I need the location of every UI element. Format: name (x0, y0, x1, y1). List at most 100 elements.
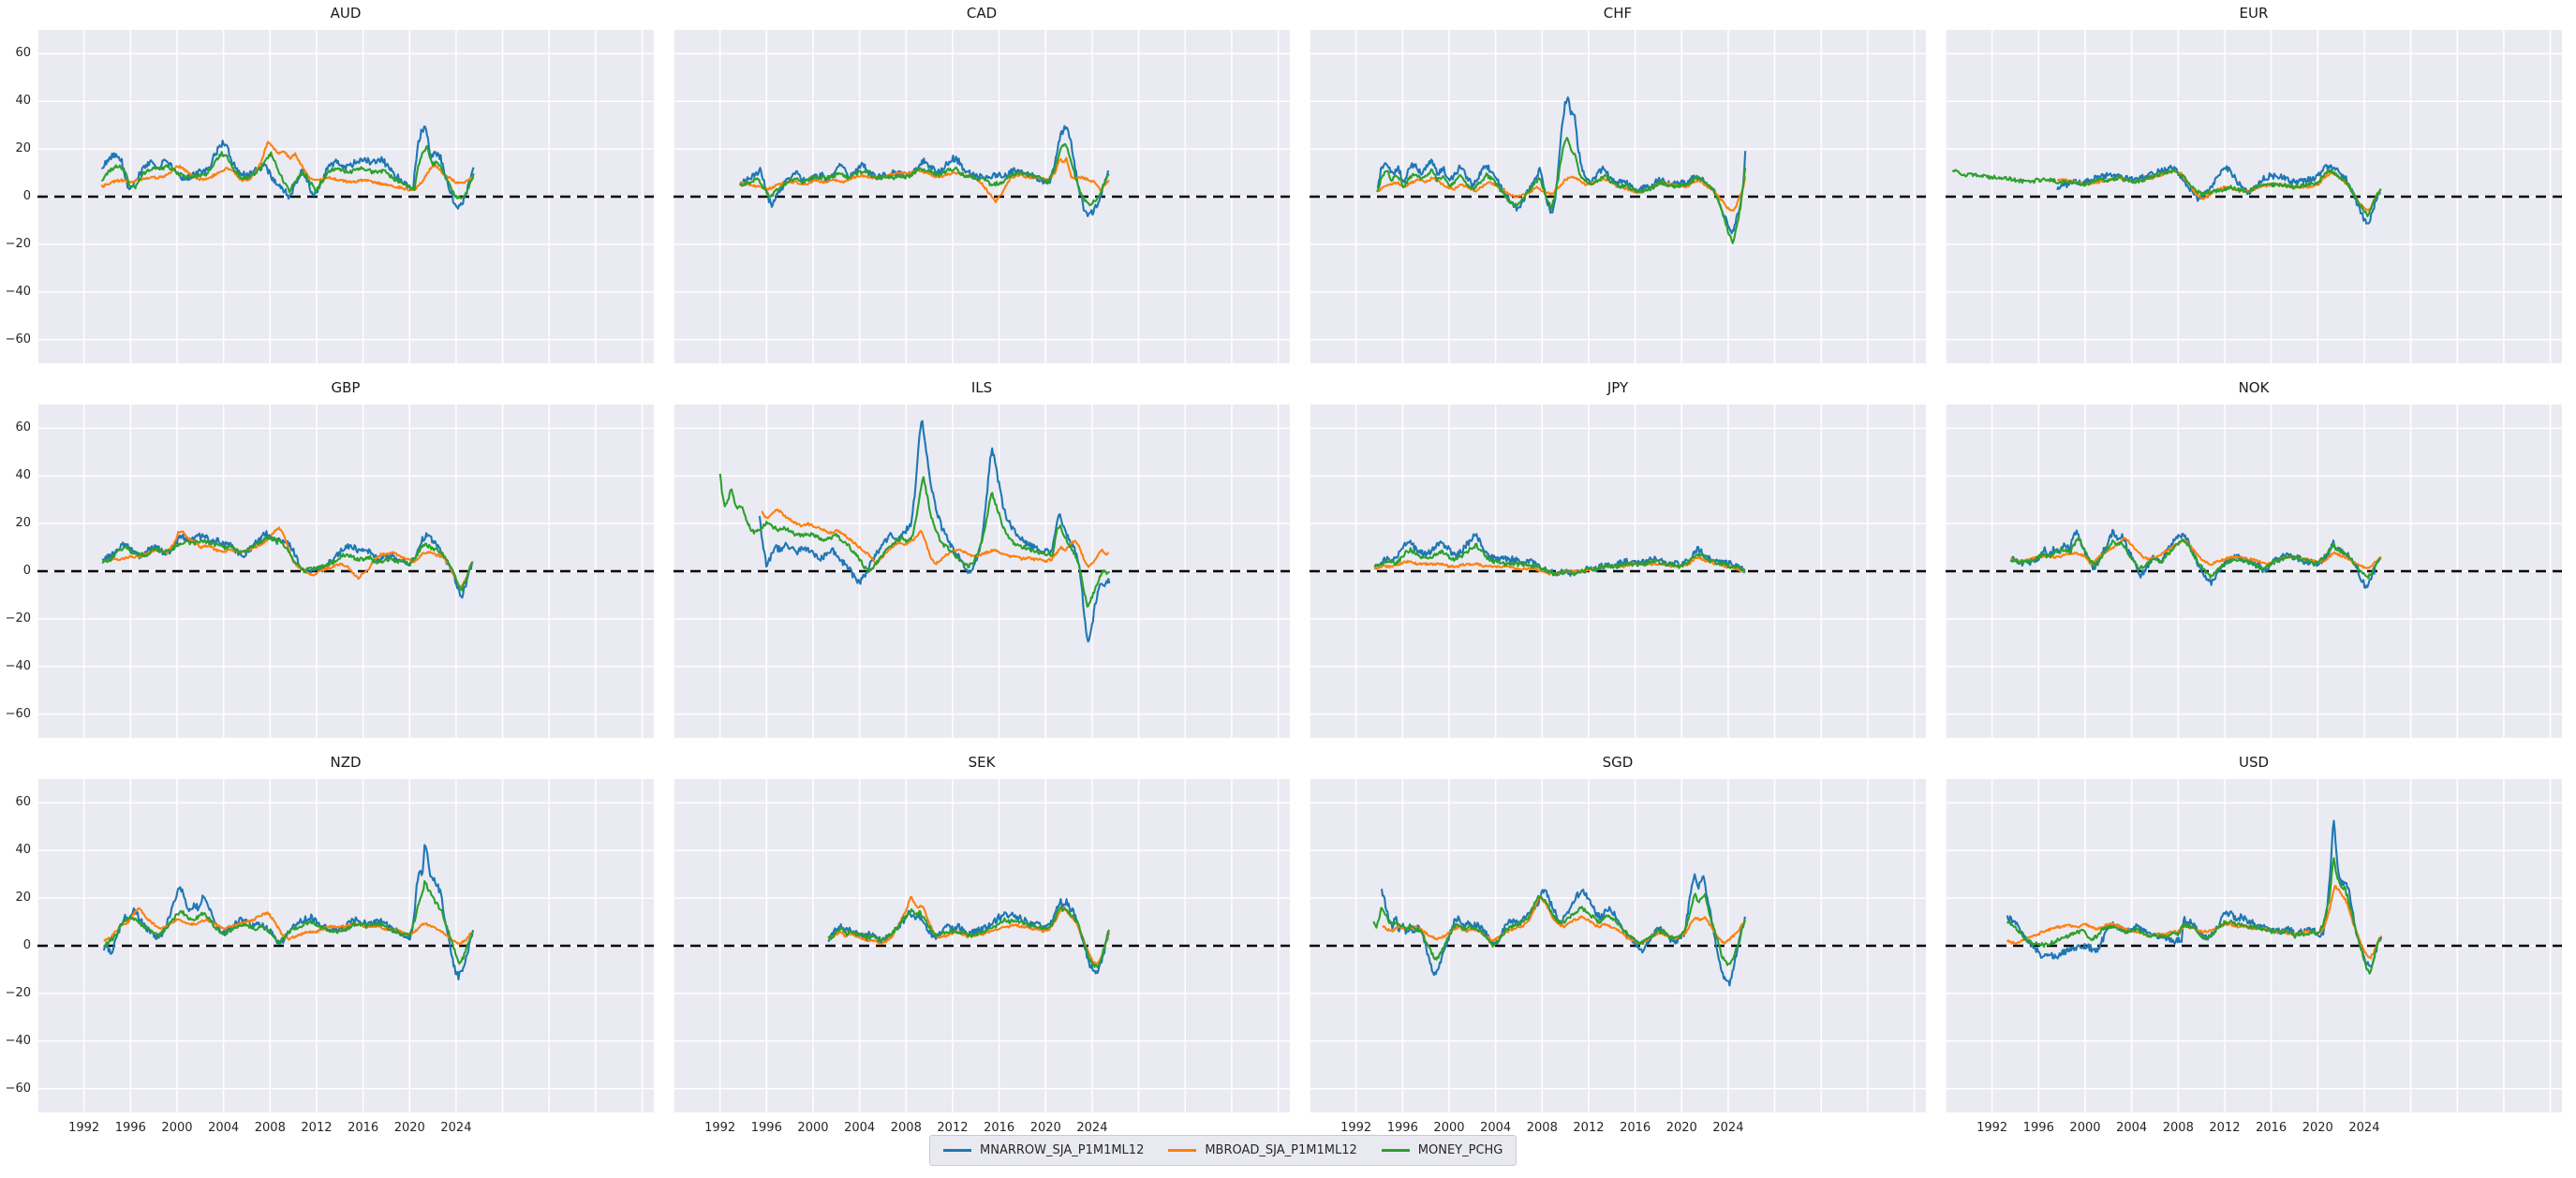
chart-panel-NOK (1946, 405, 2562, 738)
plot-area (674, 30, 1290, 363)
series-line-MNARROW_SJA_P1M1ML12 (2006, 819, 2383, 968)
panel-title: JPY (1606, 379, 1629, 396)
x-tick-label: 1992 (68, 1121, 100, 1135)
series-line-MONEY_PCHG (827, 906, 1111, 969)
chart-panel-SGD (1310, 779, 1926, 1112)
y-tick-label: 0 (22, 189, 31, 203)
series-line-MNARROW_SJA_P1M1ML12 (1380, 873, 1746, 987)
y-tick-label: 20 (15, 891, 31, 906)
y-tick-label: 20 (15, 141, 31, 156)
chart-panel-SEK (674, 779, 1290, 1112)
series-line-MONEY_PCHG (718, 473, 1111, 608)
chart-panel-CAD (674, 30, 1290, 363)
panel-title: ILS (970, 379, 993, 396)
plot-area (1310, 405, 1926, 738)
y-tick-label: −60 (5, 1081, 31, 1096)
panel-title: EUR (2239, 5, 2269, 22)
x-tick-label: 2020 (1666, 1121, 1697, 1135)
series-line-MONEY_PCHG (1376, 137, 1747, 244)
panel-title: NZD (330, 754, 362, 771)
x-tick-label: 1992 (1976, 1121, 2008, 1135)
y-tick-label: 40 (15, 94, 31, 109)
series-line-MONEY_PCHG (1372, 892, 1747, 966)
y-tick-label: −20 (5, 611, 31, 626)
series-line-MONEY_PCHG (101, 144, 475, 199)
y-tick-label: −40 (5, 658, 31, 673)
series-line-MONEY_PCHG (102, 879, 474, 965)
x-tick-label: 1996 (2022, 1121, 2054, 1135)
chart-panel-JPY (1310, 405, 1926, 738)
plot-area (37, 779, 654, 1112)
series-line-MONEY_PCHG (101, 535, 474, 592)
series-line-MNARROW_SJA_P1M1ML12 (1373, 533, 1746, 577)
x-tick-label: 2012 (301, 1121, 333, 1135)
x-tick-label: 2000 (2069, 1121, 2101, 1135)
x-tick-label: 2004 (208, 1121, 240, 1135)
series-line-MNARROW_SJA_P1M1ML12 (2056, 164, 2381, 225)
series-line-MBROAD_SJA_P1M1ML12 (2006, 885, 2383, 960)
x-tick-label: 2012 (2209, 1121, 2241, 1135)
series-line-MONEY_PCHG (738, 142, 1110, 207)
x-tick-label: 2020 (393, 1121, 425, 1135)
series-line-MBROAD_SJA_P1M1ML12 (103, 906, 474, 946)
x-tick-label: 2020 (2302, 1121, 2333, 1135)
y-tick-label: 40 (15, 468, 31, 483)
x-tick-label: 2008 (2162, 1121, 2194, 1135)
chart-panel-CHF (1310, 30, 1926, 363)
x-tick-label: 2012 (1573, 1121, 1605, 1135)
plot-area (674, 779, 1290, 1112)
legend-label: MNARROW_SJA_P1M1ML12 (980, 1143, 1145, 1157)
x-tick-label: 2016 (2256, 1121, 2287, 1135)
y-tick-label: 0 (22, 564, 31, 578)
x-tick-label: 2020 (1029, 1121, 1061, 1135)
panel-title: CHF (1603, 5, 1633, 22)
series-line-MONEY_PCHG (1951, 168, 2382, 217)
panel-title: SEK (968, 754, 996, 771)
plot-area (1310, 779, 1926, 1112)
series-line-MNARROW_SJA_P1M1ML12 (1376, 96, 1747, 235)
x-tick-label: 2012 (937, 1121, 969, 1135)
series-line-MNARROW_SJA_P1M1ML12 (101, 530, 474, 599)
line-swatch-green-icon (1381, 1149, 1410, 1152)
legend: MNARROW_SJA_P1M1ML12 MBROAD_SJA_P1M1ML12… (929, 1135, 1517, 1166)
x-tick-label: 1996 (750, 1121, 782, 1135)
legend-item: MBROAD_SJA_P1M1ML12 (1168, 1143, 1357, 1157)
chart-panel-ILS (674, 405, 1290, 738)
series-line-MONEY_PCHG (2010, 537, 2382, 580)
x-tick-label: 2016 (348, 1121, 379, 1135)
x-tick-label: 2000 (797, 1121, 829, 1135)
chart-panel-EUR (1946, 30, 2562, 363)
panel-title: USD (2238, 754, 2270, 771)
y-tick-label: −40 (5, 1033, 31, 1048)
y-tick-label: 60 (15, 46, 31, 61)
legend-label: MBROAD_SJA_P1M1ML12 (1205, 1143, 1357, 1157)
panel-title: GBP (331, 379, 361, 396)
line-swatch-orange-icon (1168, 1149, 1197, 1152)
chart-panel-NZD (37, 779, 654, 1112)
plot-area (37, 30, 654, 363)
x-tick-label: 2024 (1712, 1121, 1744, 1135)
x-tick-label: 2024 (440, 1121, 472, 1135)
panel-title: AUD (330, 5, 362, 22)
series-line-MBROAD_SJA_P1M1ML12 (827, 895, 1110, 965)
x-tick-label: 1996 (1386, 1121, 1418, 1135)
plot-area (1946, 779, 2562, 1112)
x-tick-label: 2016 (1620, 1121, 1651, 1135)
y-tick-label: −60 (5, 706, 31, 721)
plot-area (1310, 30, 1926, 363)
x-tick-label: 2024 (2348, 1121, 2380, 1135)
series-line-MBROAD_SJA_P1M1ML12 (761, 508, 1109, 568)
y-tick-label: −20 (5, 236, 31, 251)
legend-label: MONEY_PCHG (1417, 1143, 1503, 1157)
x-tick-label: 2000 (1433, 1121, 1465, 1135)
series-line-MBROAD_SJA_P1M1ML12 (102, 526, 474, 589)
x-tick-label: 2008 (890, 1121, 922, 1135)
y-tick-label: −20 (5, 985, 31, 1000)
x-tick-label: 2004 (2116, 1121, 2148, 1135)
series-line-MNARROW_SJA_P1M1ML12 (102, 844, 474, 981)
plot-area (1946, 30, 2562, 363)
y-tick-label: 20 (15, 516, 31, 531)
y-tick-label: 60 (15, 420, 31, 435)
legend-item: MNARROW_SJA_P1M1ML12 (943, 1143, 1144, 1157)
